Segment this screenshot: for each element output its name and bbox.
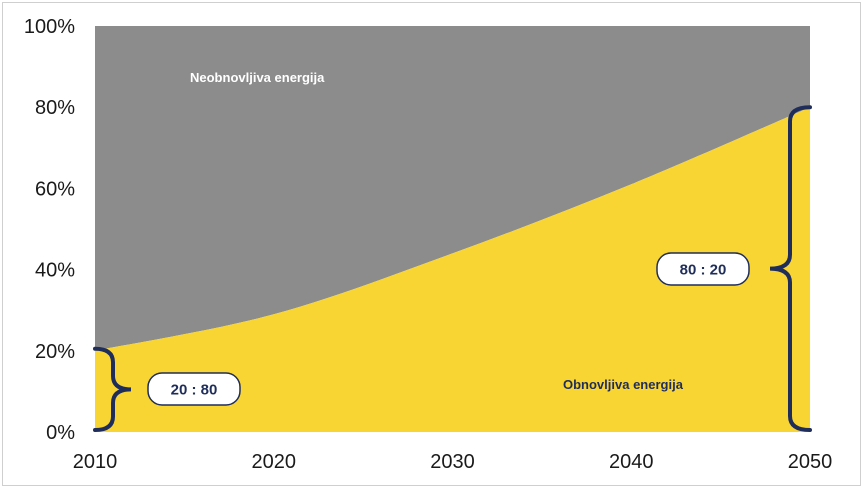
ratio-2010-text: 20 : 80 bbox=[171, 382, 218, 399]
y-tick-label: 80% bbox=[35, 97, 75, 119]
series-label-nonrenewable: Neobnovljiva energija bbox=[190, 70, 325, 85]
x-tick-label: 2040 bbox=[609, 451, 654, 473]
ratio-2010-box bbox=[147, 372, 241, 406]
x-tick-label: 2020 bbox=[252, 451, 297, 473]
ratio-2050-text: 80 : 20 bbox=[680, 262, 727, 279]
y-axis-ticks: 0% 20% 40% 60% 80% 100% bbox=[24, 16, 75, 444]
annotations-layer: 20 : 80 80 : 20 bbox=[93, 105, 812, 432]
x-tick-label: 2010 bbox=[73, 451, 118, 473]
x-tick-label: 2030 bbox=[430, 451, 475, 473]
brace-2050 bbox=[769, 105, 812, 432]
y-tick-label: 60% bbox=[35, 178, 75, 200]
area-renewable bbox=[95, 107, 810, 432]
y-tick-label: 0% bbox=[46, 422, 75, 444]
x-axis-ticks: 2010 2020 2030 2040 2050 bbox=[73, 451, 833, 473]
y-tick-label: 100% bbox=[24, 16, 75, 38]
areas-layer bbox=[95, 26, 810, 432]
x-tick-label: 2050 bbox=[788, 451, 833, 473]
ratio-2050-box bbox=[656, 252, 750, 286]
brace-2010 bbox=[93, 346, 132, 432]
y-tick-label: 40% bbox=[35, 260, 75, 282]
series-label-renewable: Obnovljiva energija bbox=[563, 377, 684, 392]
area-nonrenewable bbox=[95, 26, 810, 351]
y-tick-label: 20% bbox=[35, 341, 75, 363]
series-labels: Neobnovljiva energija Obnovljiva energija bbox=[190, 70, 684, 392]
